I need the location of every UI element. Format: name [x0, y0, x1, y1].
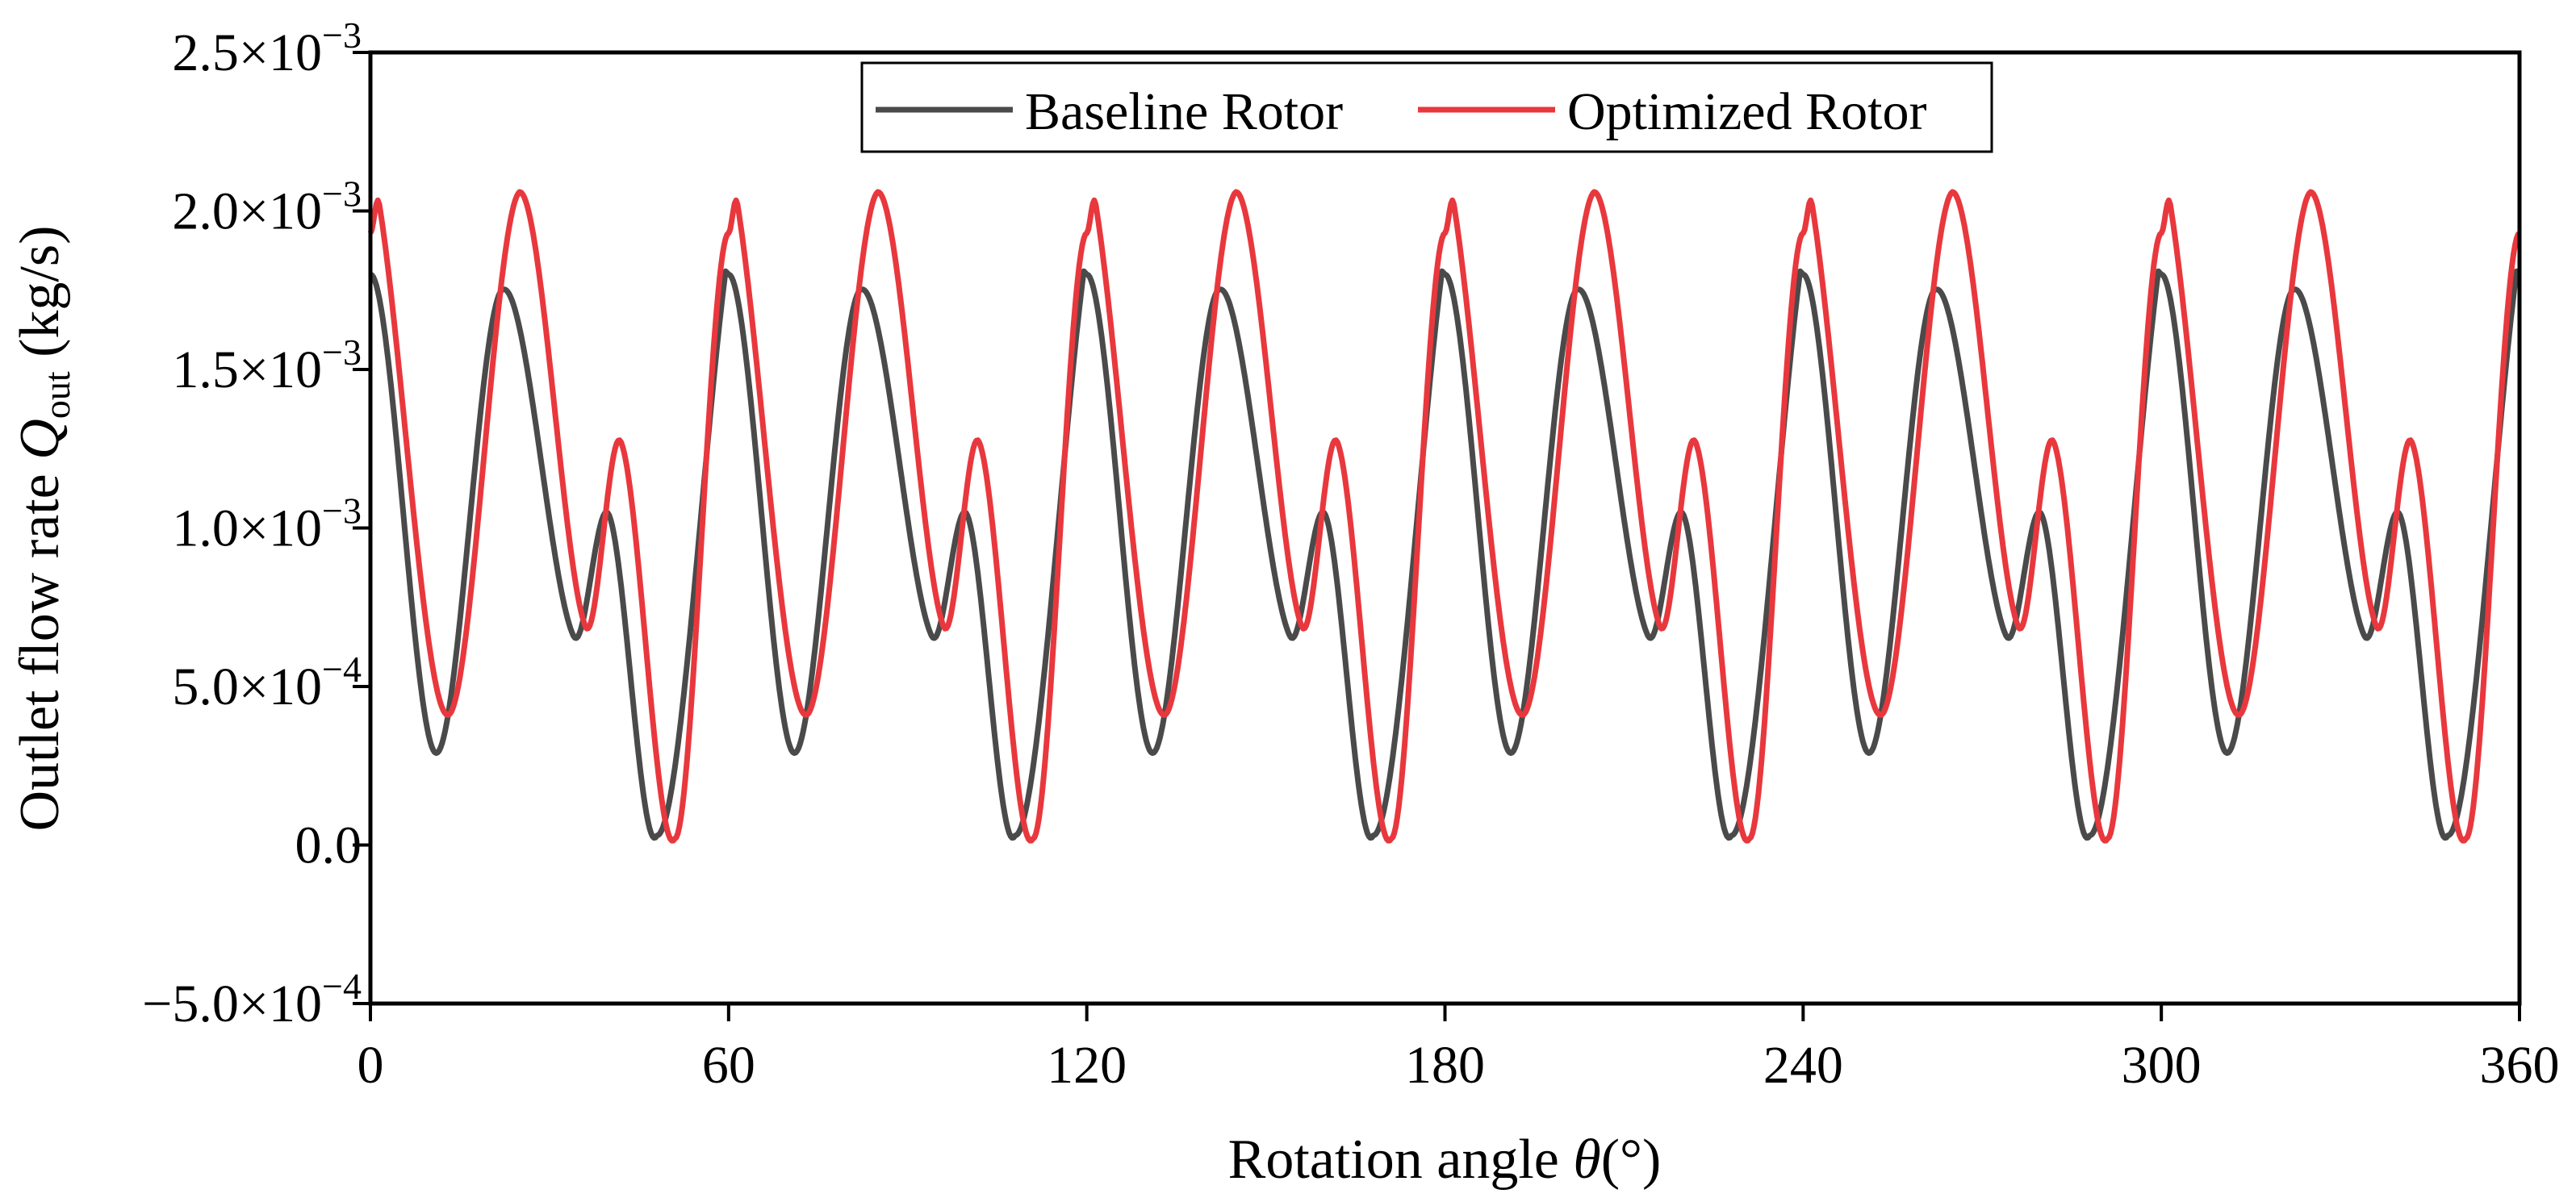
legend: Baseline Rotor Optimized Rotor: [860, 61, 1993, 153]
x-tick-label: 360: [2480, 1036, 2560, 1095]
x-tick-label: 120: [1047, 1036, 1127, 1095]
legend-label-optimized-rotor: Optimized Rotor: [1567, 82, 1926, 141]
x-axis-title-text: Rotation angle: [1228, 1129, 1574, 1191]
y-tick-exponent: −3: [322, 490, 362, 532]
y-tick-exponent: −3: [322, 173, 362, 215]
y-tick-label: −5.0×10−4: [142, 966, 362, 1033]
y-axis-title-unit: (kg/s): [9, 226, 71, 372]
y-tick-exponent: −4: [322, 966, 362, 1007]
x-axis-title-unit: (°): [1601, 1129, 1662, 1191]
x-axis-title-symbol: θ: [1573, 1129, 1600, 1191]
y-tick-label: 1.0×10−3: [172, 490, 362, 558]
x-tick-label: 60: [702, 1036, 755, 1095]
x-axis-title: Rotation angle θ(°): [1228, 1129, 1662, 1191]
x-tick-label: 180: [1405, 1036, 1485, 1095]
y-tick-mantissa: 5.0×10: [172, 657, 322, 716]
y-tick-mantissa: 2.5×10: [172, 23, 322, 82]
y-tick-label: 1.5×10−3: [172, 332, 362, 399]
y-axis-title-subscript: out: [36, 371, 77, 419]
y-tick-exponent: −4: [322, 649, 362, 690]
series-line-optimized-rotor: [367, 189, 2522, 844]
plot-area-frame: [368, 50, 2522, 1006]
ticks-layer: 0 60 120 180 240 300 360−5.0×10−40.05.0×10−41.…: [142, 15, 2559, 1095]
y-tick-label: 5.0×10−4: [172, 649, 362, 716]
y-tick-mantissa: 1.5×10: [172, 340, 322, 399]
y-tick-mantissa: 1.0×10: [172, 499, 322, 558]
y-tick-label: 2.5×10−3: [172, 15, 362, 82]
x-tick-label: 240: [1763, 1036, 1843, 1095]
y-tick-mantissa: 2.0×10: [172, 182, 322, 241]
y-axis-title-symbol: Q: [9, 419, 71, 460]
y-axis-title-text: Outlet flow rate: [9, 460, 71, 832]
series-line-baseline-rotor: [369, 268, 2522, 841]
series-layer: [367, 189, 2522, 844]
y-axis-title: Outlet flow rate Qout (kg/s): [9, 226, 77, 832]
y-tick-mantissa: −5.0×10: [142, 975, 322, 1033]
y-tick-label: 2.0×10−3: [172, 173, 362, 241]
y-tick-mantissa: 0.0: [295, 816, 362, 875]
y-tick-exponent: −3: [322, 15, 362, 56]
y-tick-label: 0.0: [295, 816, 362, 875]
x-tick-label: 300: [2122, 1036, 2202, 1095]
x-tick-label: 0: [358, 1036, 384, 1095]
legend-label-baseline-rotor: Baseline Rotor: [1025, 82, 1343, 141]
y-tick-exponent: −3: [322, 332, 362, 373]
